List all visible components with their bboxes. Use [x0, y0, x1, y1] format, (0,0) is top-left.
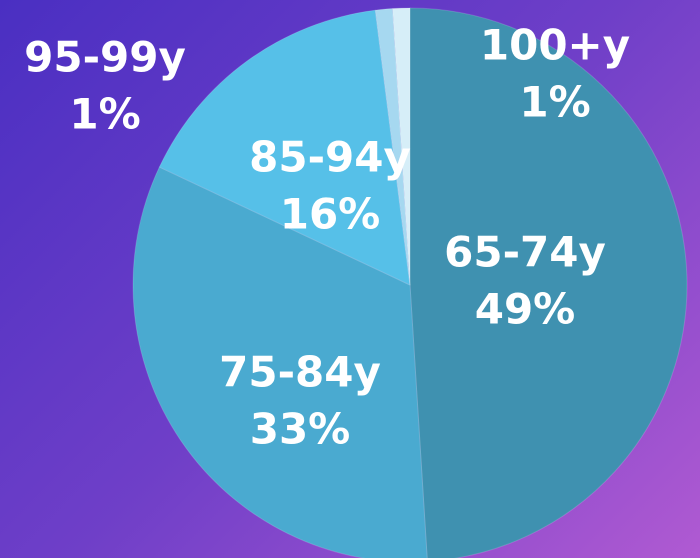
slice-value-label: 49% [475, 285, 576, 334]
pie-slice [392, 7, 411, 286]
slice-category-label: 100+y [480, 21, 630, 70]
slice-category-label: 95-99y [24, 33, 186, 82]
pie-slice [158, 9, 411, 286]
slice-value-label: 16% [280, 190, 381, 239]
pie-slice [409, 7, 688, 558]
pie-slice [374, 8, 411, 286]
slice-value-label: 33% [250, 405, 351, 454]
slice-value-label: 1% [69, 90, 140, 139]
slice-category-label: 85-94y [249, 133, 411, 182]
slice-category-label: 65-74y [444, 228, 606, 277]
slice-value-label: 1% [519, 78, 590, 127]
pie-slice [132, 166, 428, 558]
slice-category-label: 75-84y [219, 348, 381, 397]
